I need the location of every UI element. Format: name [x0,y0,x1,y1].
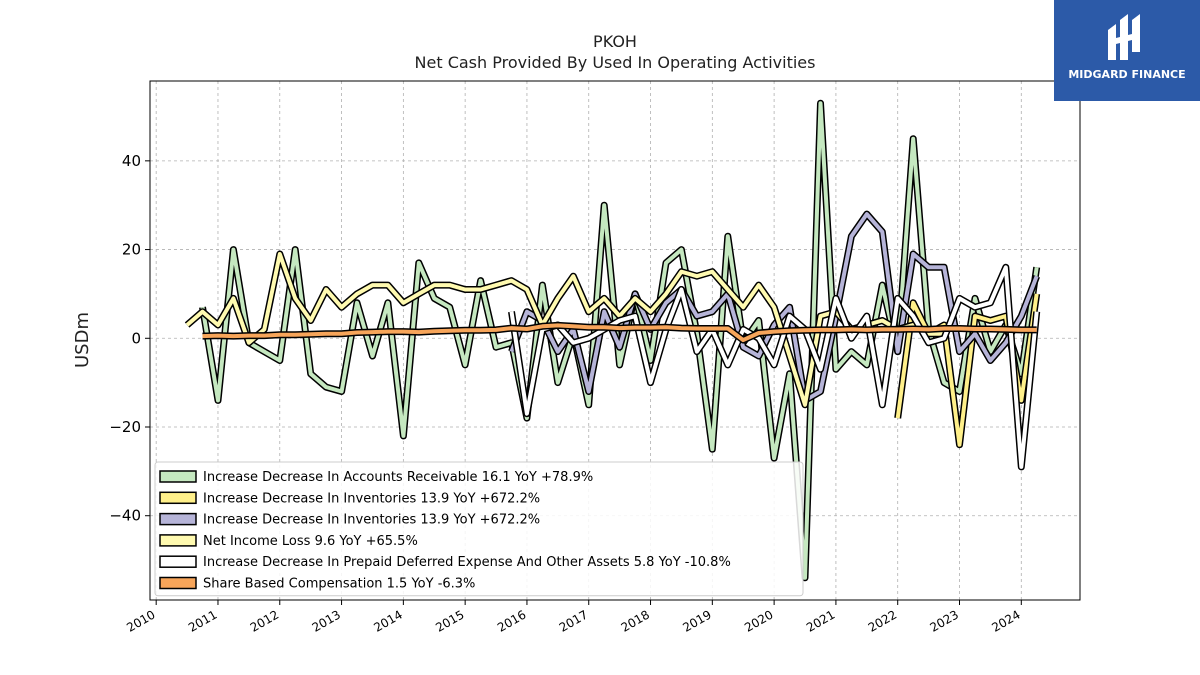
legend-swatch [159,555,197,568]
x-tick-label: 2024 [989,607,1022,634]
x-tick-label: 2010 [124,607,157,634]
legend-item: Share Based Compensation 1.5 YoY -6.3% [159,576,475,592]
series-5 [202,321,1037,344]
legend-swatch [159,576,197,590]
y-tick-label: −40 [109,507,141,525]
x-tick-label: 2011 [186,607,219,634]
x-tick-label: 2013 [310,607,343,634]
legend-item: Increase Decrease In Accounts Receivable… [159,470,593,485]
legend-label: Increase Decrease In Inventories 13.9 Yo… [203,491,540,506]
legend-label: Increase Decrease In Prepaid Deferred Ex… [203,555,731,570]
x-tick-label: 2022 [866,607,899,634]
x-tick-label: 2020 [742,607,775,634]
y-tick-label: −20 [109,418,141,436]
legend: Increase Decrease In Accounts Receivable… [154,461,804,597]
legend-label: Increase Decrease In Accounts Receivable… [203,470,593,485]
x-tick-label: 2021 [804,607,837,634]
chart-title: PKOH [593,32,637,51]
x-tick-label: 2014 [371,607,404,634]
plot-frame [149,80,1081,601]
legend-swatch [159,512,197,526]
legend-swatch [159,534,197,547]
y-tick-label: 0 [131,329,141,347]
x-tick-label: 2016 [495,607,528,634]
x-axis-ticks: 2010 2011 2012 2013 2014 2015 2016 2017 2018 2019… [124,600,1023,635]
x-tick-label: 2015 [433,607,466,634]
y-axis-label: USDm [72,312,93,368]
y-tick-label: 40 [122,152,141,170]
series-layer [184,99,1041,582]
legend-item: Increase Decrease In Prepaid Deferred Ex… [159,555,731,570]
x-tick-label: 2018 [619,607,652,634]
legend-item: Net Income Loss 9.6 YoY +65.5% [159,534,418,549]
chart-subtitle: Net Cash Provided By Used In Operating A… [415,53,816,72]
brand-logo: MIDGARD FINANCE [1054,0,1200,101]
legend-box [154,461,804,597]
brand-logo-text: MIDGARD FINANCE [1068,68,1186,81]
legend-item: Increase Decrease In Inventories 13.9 Yo… [159,491,540,506]
x-tick-label: 2019 [680,607,713,634]
y-tick-label: 20 [122,241,141,259]
legend-label: Share Based Compensation 1.5 YoY -6.3% [203,577,475,592]
series-2 [508,210,1040,404]
y-axis-ticks: −40 −20 0 20 40 [109,152,150,525]
x-tick-label: 2017 [557,607,590,634]
x-tick-label: 2023 [928,607,961,634]
legend-swatch [159,491,197,505]
legend-label: Net Income Loss 9.6 YoY +65.5% [203,534,418,549]
series-line [509,212,1039,403]
x-tick-label: 2012 [248,607,281,634]
series-line [202,323,1037,343]
legend-swatch [159,470,197,483]
legend-item: Increase Decrease In Inventories 13.9 Yo… [159,512,540,528]
legend-label: Increase Decrease In Inventories 13.9 Yo… [203,513,540,528]
midgard-logo-icon [1108,14,1140,60]
